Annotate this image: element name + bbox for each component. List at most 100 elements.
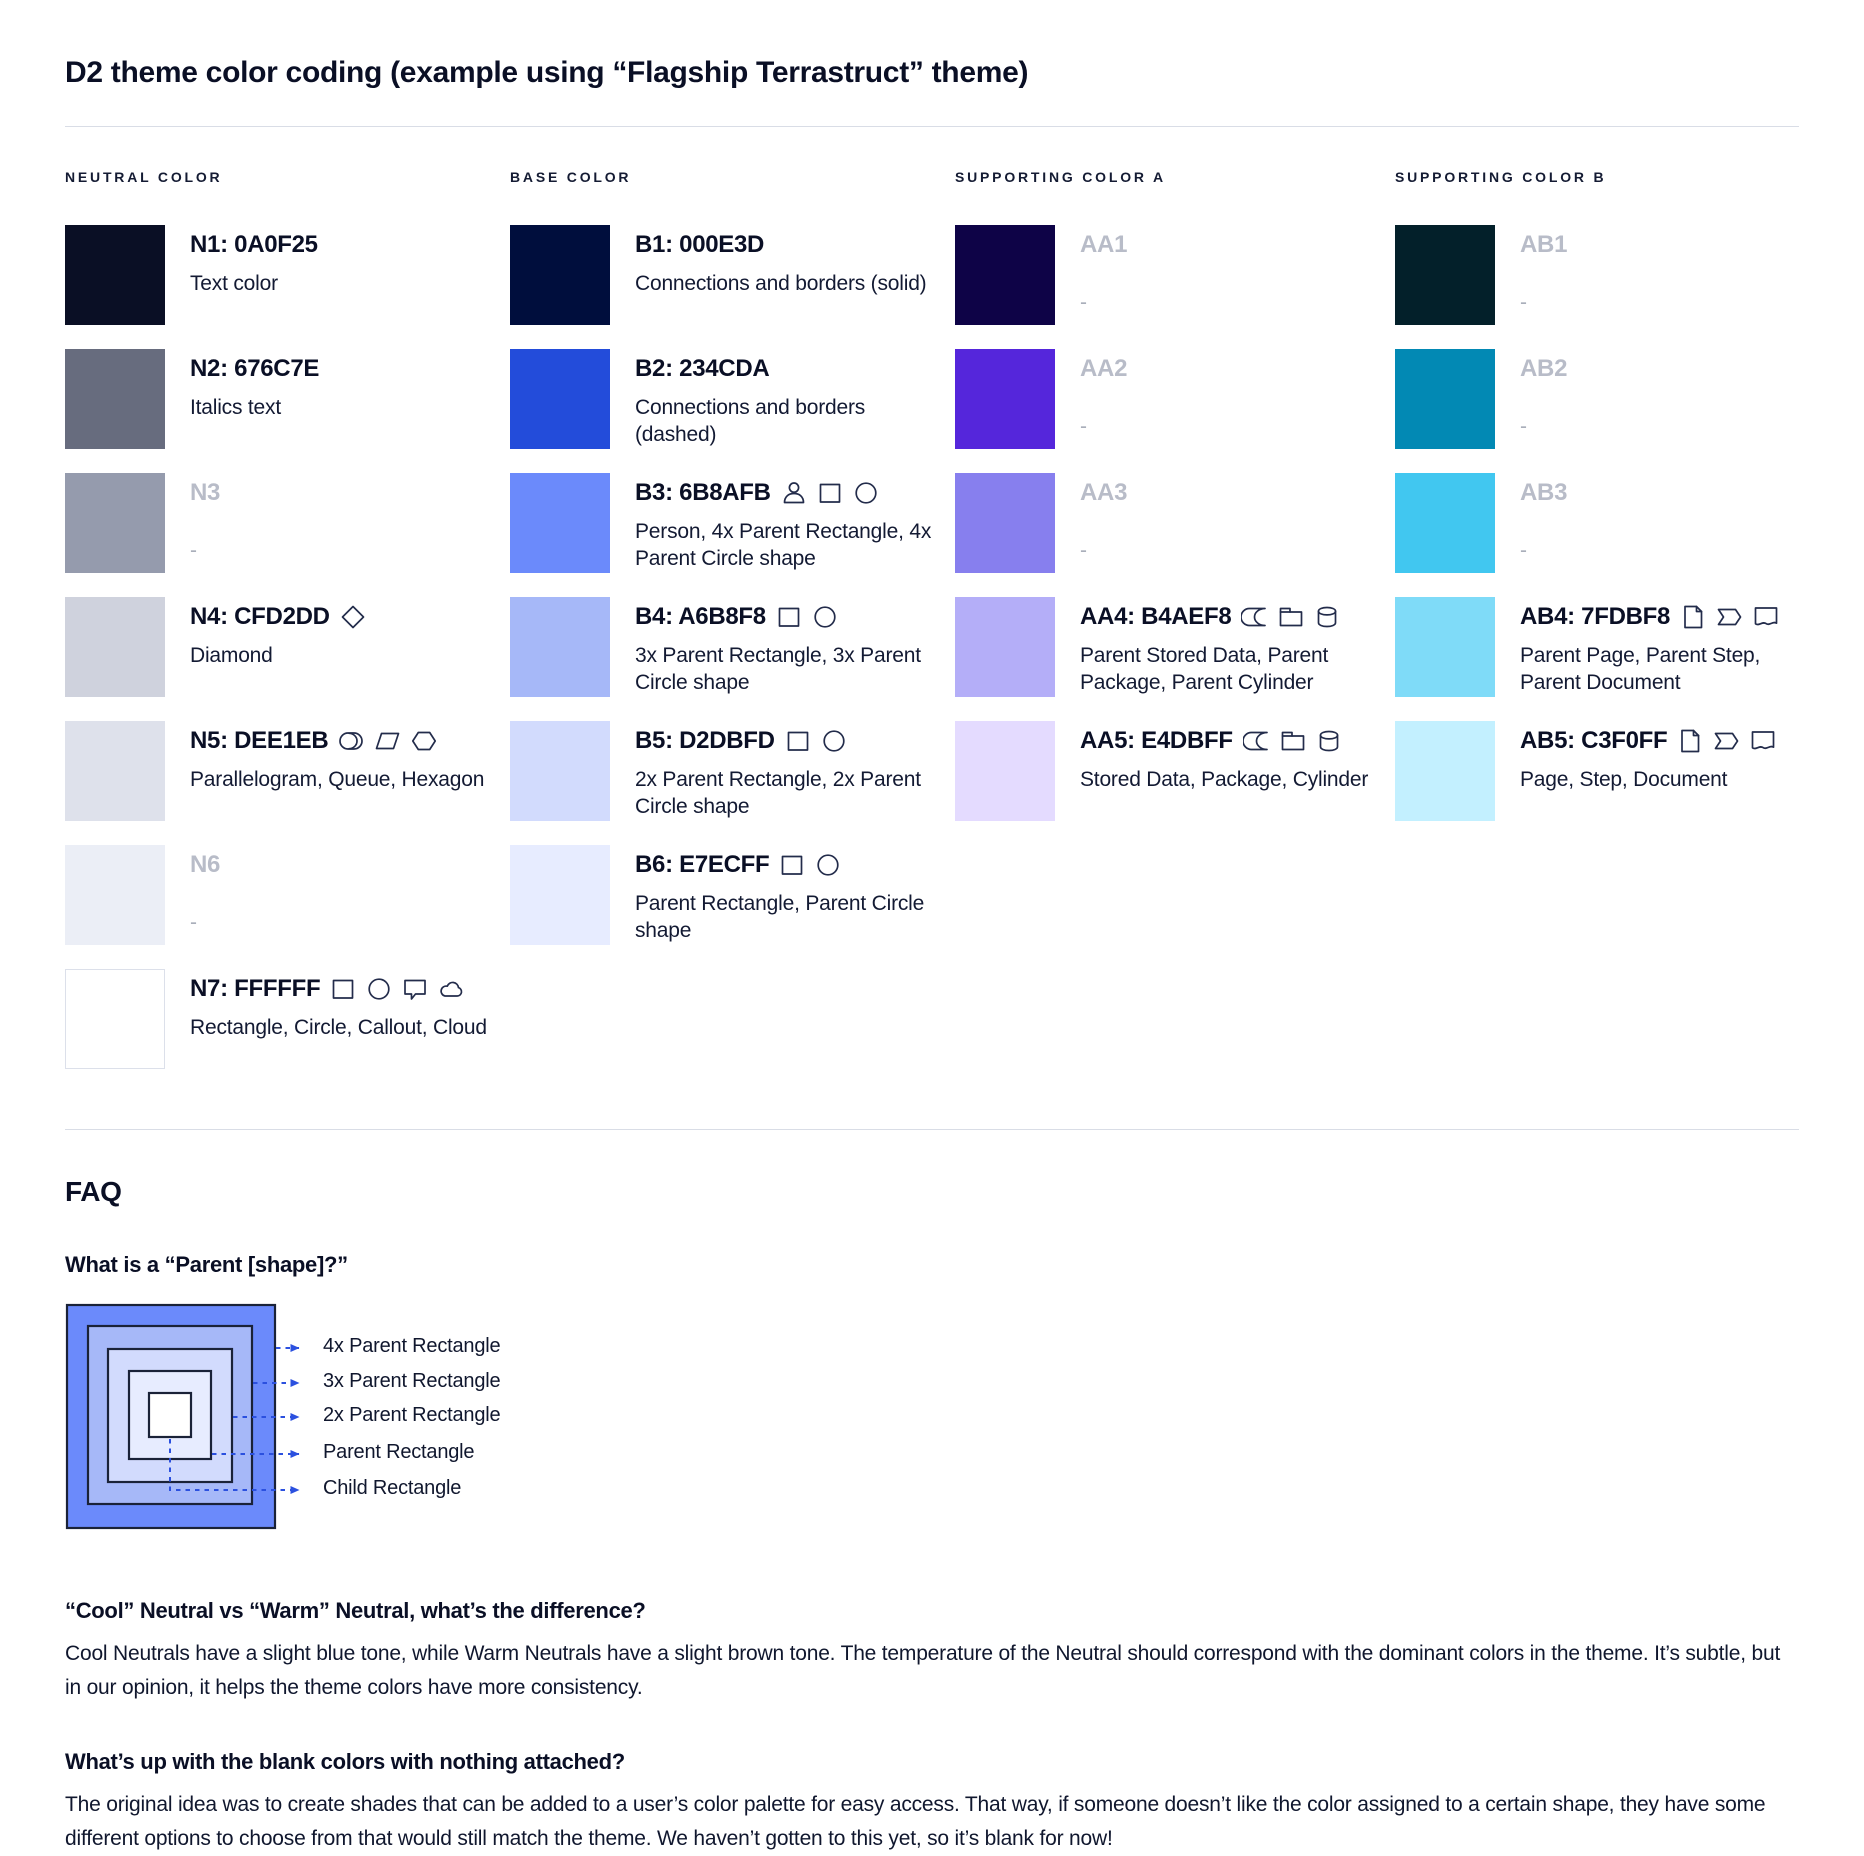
swatch-label: AA5: E4DBFF <box>1080 727 1233 754</box>
faq-answer-blank-colors: The original idea was to create shades t… <box>65 1793 1766 1850</box>
package-icon <box>1280 728 1306 754</box>
swatch-desc: Parent Rectangle, Parent Circle shape <box>635 892 925 942</box>
document-icon <box>1750 728 1776 754</box>
swatch-desc: 3x Parent Rectangle, 3x Parent Circle sh… <box>635 644 921 694</box>
swatch-row: AA3 - <box>955 473 1395 573</box>
palette-column: SUPPORTING COLOR B AB1 - AB2 - AB3 - AB4: 7FDBF… <box>1395 169 1799 1093</box>
color-swatch <box>510 225 610 325</box>
color-swatch <box>1395 473 1495 573</box>
swatch-label: B4: A6B8F8 <box>635 603 766 630</box>
color-swatch <box>510 721 610 821</box>
swatch-desc: - <box>1520 539 1527 562</box>
faq-answer-cool-warm: Cool Neutrals have a slight blue tone, w… <box>65 1642 1781 1699</box>
swatch-desc: Italics text <box>190 396 281 419</box>
color-swatch <box>955 349 1055 449</box>
color-swatch <box>65 721 165 821</box>
swatch-desc: Text color <box>190 272 278 295</box>
rectangle-icon <box>779 852 805 878</box>
rectangle-icon <box>817 480 843 506</box>
circle-icon <box>815 852 841 878</box>
swatch-label: B1: 000E3D <box>635 231 765 258</box>
diagram-label-child: Child Rectangle <box>323 1477 462 1499</box>
swatch-text: N4: CFD2DD Diamond <box>190 597 492 697</box>
swatch-row: N2: 676C7E Italics text <box>65 349 510 449</box>
swatch-row: AA4: B4AEF8 Parent Stored Data, Parent Pa… <box>955 597 1395 697</box>
swatch-text: N2: 676C7E Italics text <box>190 349 492 449</box>
swatch-row: AB5: C3F0FF Page, Step, Document <box>1395 721 1799 821</box>
color-swatch <box>510 597 610 697</box>
circle-icon <box>366 976 392 1002</box>
diagram-label-parent: Parent Rectangle <box>323 1441 475 1463</box>
swatch-label: N2: 676C7E <box>190 355 320 382</box>
page-icon <box>1680 604 1706 630</box>
swatch-text: N1: 0A0F25 Text color <box>190 225 492 325</box>
cylinder-icon <box>1316 728 1342 754</box>
diagram-label-4x: 4x Parent Rectangle <box>323 1335 501 1357</box>
swatch-desc: Person, 4x Parent Rectangle, 4x Parent C… <box>635 520 932 570</box>
rectangle-icon <box>330 976 356 1002</box>
color-swatch <box>65 473 165 573</box>
swatch-row: B2: 234CDA Connections and borders (dashe… <box>510 349 955 449</box>
swatch-label: AA3 <box>1080 479 1128 506</box>
swatch-label: AB4: 7FDBF8 <box>1520 603 1671 630</box>
swatch-label: AB5: C3F0FF <box>1520 727 1668 754</box>
color-swatch <box>1395 349 1495 449</box>
palette-columns: NEUTRAL COLOR N1: 0A0F25 Text color N2: 676… <box>65 169 1799 1093</box>
color-swatch <box>1395 225 1495 325</box>
swatch-text: AB5: C3F0FF Page, Step, Document <box>1520 721 1799 821</box>
circle-icon <box>812 604 838 630</box>
swatch-row: AB3 - <box>1395 473 1799 573</box>
faq-section: FAQ What is a “Parent [shape]?” <box>65 1176 1799 1856</box>
swatch-desc: - <box>1520 291 1527 314</box>
faq-heading: FAQ <box>65 1176 122 1207</box>
palette-column: NEUTRAL COLOR N1: 0A0F25 Text color N2: 676… <box>65 169 510 1093</box>
arrow-child <box>169 1439 300 1494</box>
swatch-text: N3 - <box>190 473 492 573</box>
swatch-label: N1: 0A0F25 <box>190 231 318 258</box>
swatch-label: N3 <box>190 479 221 506</box>
swatch-label: B6: E7ECFF <box>635 851 770 878</box>
palette-column: SUPPORTING COLOR A AA1 - AA2 - AA3 - AA4: B4AEF… <box>955 169 1395 1093</box>
swatch-row: N6 - <box>65 845 510 945</box>
divider-bottom <box>65 1129 1799 1130</box>
page-title: D2 theme color coding (example using “Fl… <box>65 56 1029 89</box>
color-swatch <box>65 845 165 945</box>
swatch-text: AB2 - <box>1520 349 1799 449</box>
swatch-text: B5: D2DBFD 2x Parent Rectangle, 2x Parent… <box>635 721 937 821</box>
swatch-desc: Connections and borders (dashed) <box>635 396 866 446</box>
swatch-desc: - <box>1520 415 1527 438</box>
diagram-label-2x: 2x Parent Rectangle <box>323 1404 501 1426</box>
person-icon <box>781 480 807 506</box>
swatch-text: AB4: 7FDBF8 Parent Page, Parent Step, Par… <box>1520 597 1799 697</box>
faq-question-blank-colors: What’s up with the blank colors with not… <box>65 1749 625 1774</box>
palette-column: BASE COLOR B1: 000E3D Connections and bord… <box>510 169 955 1093</box>
swatch-text: AB1 - <box>1520 225 1799 325</box>
swatch-desc: - <box>1080 291 1087 314</box>
faq-question-parent-shape: What is a “Parent [shape]?” <box>65 1252 348 1277</box>
column-header: NEUTRAL COLOR <box>65 169 223 185</box>
swatch-text: AB3 - <box>1520 473 1799 573</box>
stored-data-icon <box>1242 728 1270 754</box>
swatch-label: AA4: B4AEF8 <box>1080 603 1232 630</box>
circle-icon <box>853 480 879 506</box>
cylinder-icon <box>1314 604 1340 630</box>
color-swatch <box>510 473 610 573</box>
swatch-desc: - <box>1080 415 1087 438</box>
color-swatch <box>955 597 1055 697</box>
color-swatch <box>65 225 165 325</box>
stored-data-icon <box>1241 604 1268 630</box>
swatch-text: AA4: B4AEF8 Parent Stored Data, Parent Pa… <box>1080 597 1382 697</box>
swatch-label: N4: CFD2DD <box>190 603 330 630</box>
swatch-row: N4: CFD2DD Diamond <box>65 597 510 697</box>
swatch-label: AB1 <box>1520 231 1568 258</box>
swatch-text: B3: 6B8AFB Person, 4x Parent Rectangle, 4… <box>635 473 937 573</box>
swatch-desc: - <box>190 911 197 934</box>
swatch-label: AA2 <box>1080 355 1128 382</box>
circle-icon <box>821 728 847 754</box>
swatch-text: N6 - <box>190 845 492 945</box>
swatch-desc: Parent Page, Parent Step, Parent Documen… <box>1520 644 1761 694</box>
callout-icon <box>402 976 428 1002</box>
hexagon-icon <box>411 728 437 754</box>
column-header: SUPPORTING COLOR A <box>955 169 1166 185</box>
